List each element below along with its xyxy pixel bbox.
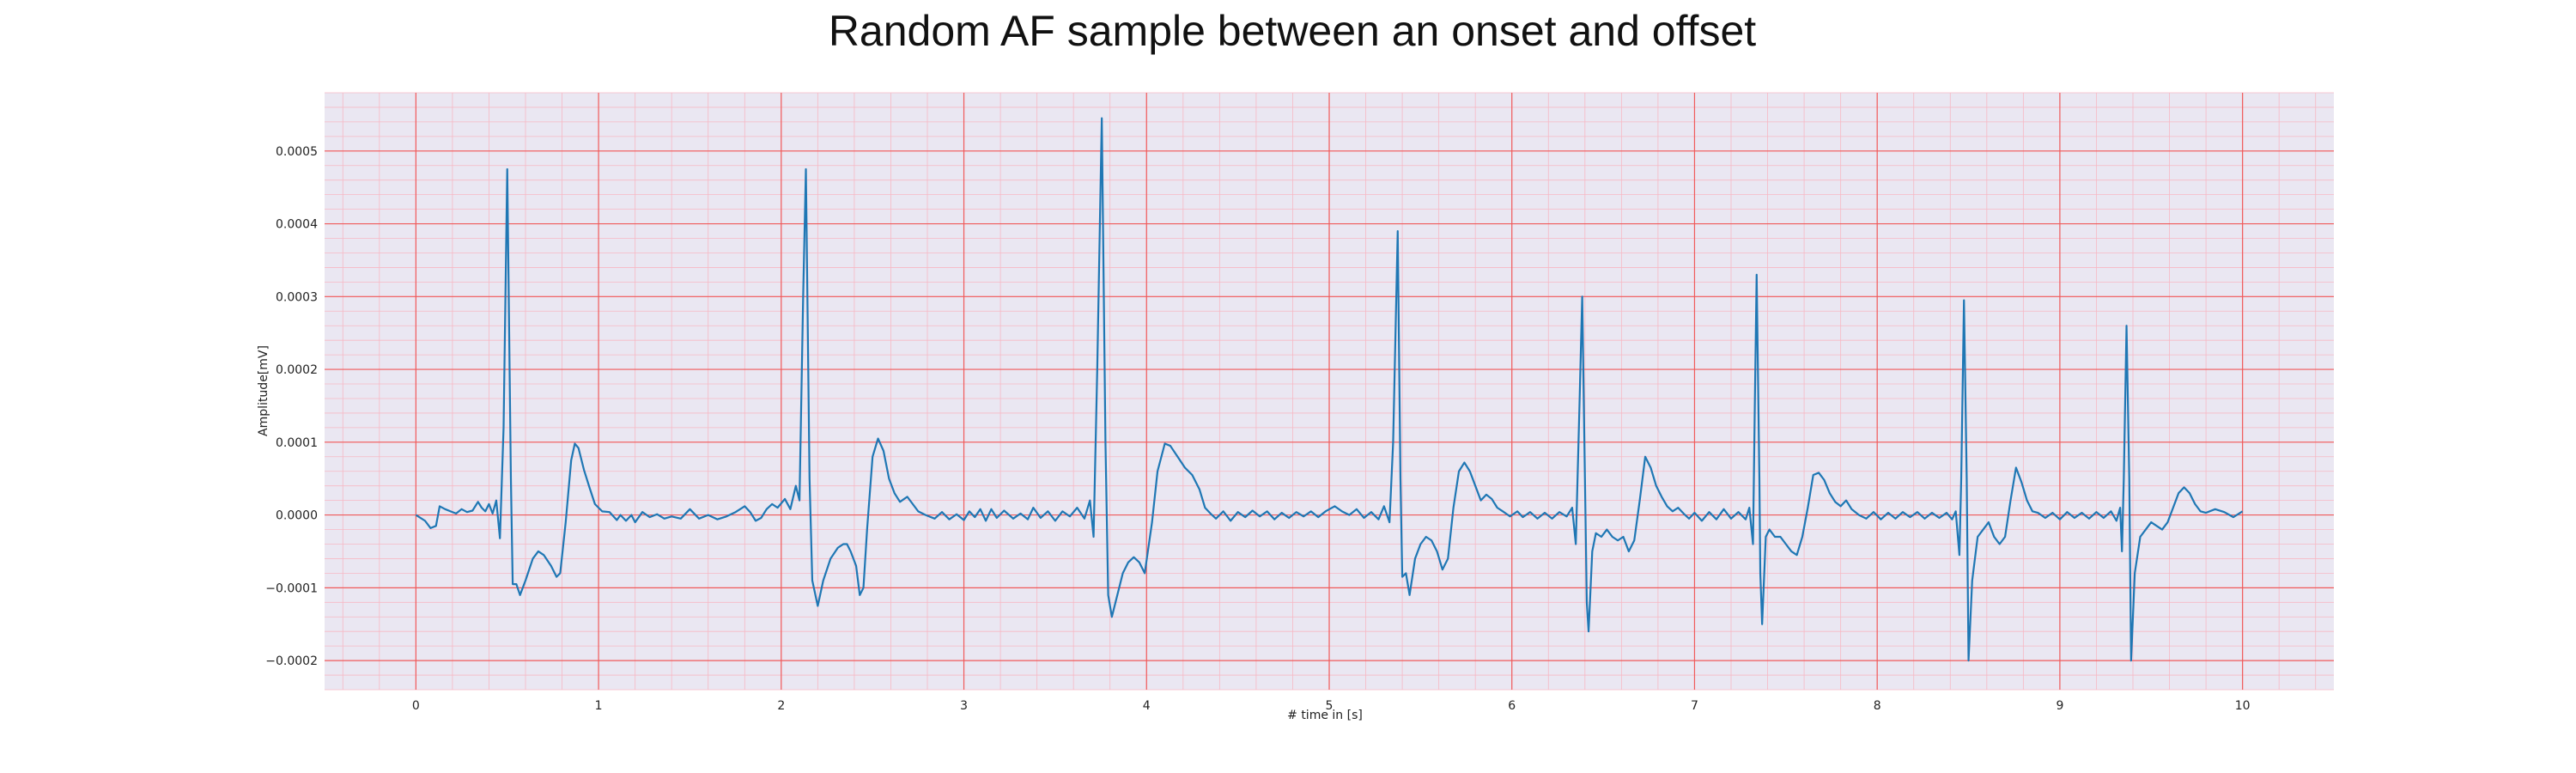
x-tick-label: 1 [595,699,603,713]
x-tick-label: 7 [1691,699,1698,713]
x-tick-label: 2 [777,699,785,713]
x-tick-label: 8 [1874,699,1881,713]
y-tick-label: −0.0002 [265,654,318,668]
x-axis-ticks: 0 1 2 3 4 5 6 7 8 9 10 [412,699,2251,713]
y-tick-label: 0.0003 [276,290,318,304]
x-tick-label: 4 [1143,699,1151,713]
y-tick-label: 0.0000 [276,509,318,523]
y-tick-label: 0.0005 [276,145,318,159]
x-tick-label: 3 [960,699,968,713]
chart-title: Random AF sample between an onset and of… [829,7,1756,55]
y-tick-label: 0.0004 [276,218,318,232]
y-axis-label: Amplitude[mV] [257,345,270,436]
major-grid [325,93,2334,690]
x-tick-label: 9 [2056,699,2063,713]
x-tick-label: 10 [2235,699,2251,713]
y-tick-label: 0.0001 [276,436,318,450]
x-tick-label: 5 [1326,699,1334,713]
y-tick-label: −0.0001 [265,581,318,595]
ecg-signal-line [415,117,2244,662]
x-tick-label: 0 [412,699,420,713]
x-axis-label: # time in [s] [1287,709,1363,722]
y-tick-label: 0.0002 [276,363,318,377]
y-axis-ticks: −0.0002 −0.0001 0.0000 0.0001 0.0002 0.0003 0.… [265,145,318,668]
x-tick-label: 6 [1508,699,1516,713]
